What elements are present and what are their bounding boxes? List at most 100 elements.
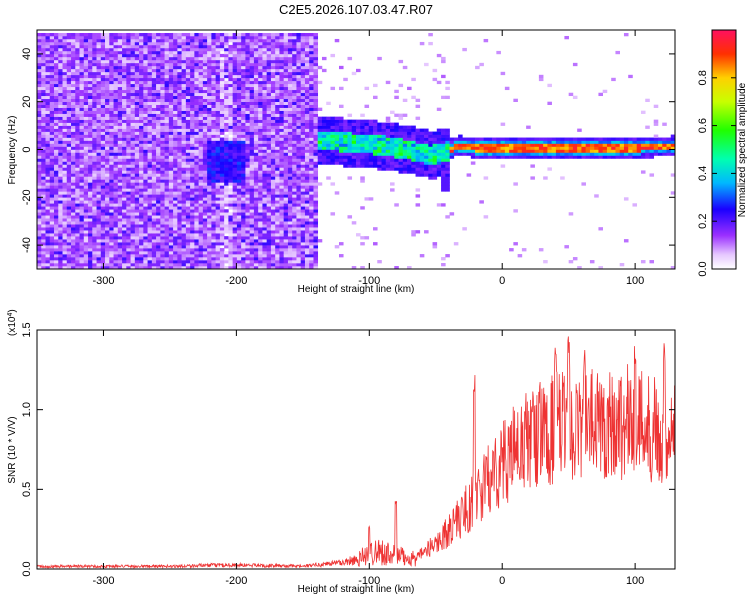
spectrogram-cell bbox=[228, 221, 233, 225]
spectrogram-cell bbox=[122, 176, 127, 180]
spectrogram-cell bbox=[304, 179, 310, 183]
spectrogram-cell bbox=[109, 71, 114, 76]
spectrogram-cell bbox=[219, 185, 225, 189]
spectrogram-cell bbox=[71, 83, 76, 88]
spectrogram-cell bbox=[258, 95, 263, 100]
spectrogram-cell bbox=[88, 53, 93, 58]
spectrogram-cell bbox=[207, 251, 212, 255]
spectrogram-cell bbox=[296, 257, 301, 261]
spectrogram-cell bbox=[160, 263, 165, 267]
spectrogram-cell bbox=[156, 71, 161, 76]
spectrogram-cell bbox=[262, 32, 267, 37]
spectrogram-cell bbox=[266, 143, 272, 147]
spectrogram-cell bbox=[134, 113, 140, 117]
spectrogram-cell bbox=[75, 206, 80, 210]
spectrogram-cell bbox=[109, 41, 114, 46]
spectrogram-cell bbox=[283, 98, 289, 102]
spectrogram-cell bbox=[147, 140, 153, 144]
spectrogram-cell bbox=[266, 110, 272, 114]
spectrogram-cell bbox=[105, 38, 110, 43]
spectrogram-cell bbox=[79, 254, 85, 258]
spectrogram-cell bbox=[300, 173, 306, 177]
spectrogram-cell bbox=[224, 164, 229, 168]
spectrogram-cell bbox=[151, 155, 157, 159]
spectrogram-cell bbox=[54, 203, 59, 207]
spectrogram-cell bbox=[292, 254, 297, 258]
spectrogram-cell bbox=[228, 80, 233, 85]
spectrogram-cell bbox=[236, 107, 242, 111]
spectrogram-cell bbox=[236, 239, 242, 243]
spectrogram-cell bbox=[134, 92, 140, 97]
spectrogram-cell bbox=[236, 260, 242, 264]
spectrogram-cell bbox=[224, 185, 229, 189]
spectrogram-cell bbox=[207, 212, 212, 216]
spectrogram-cell bbox=[92, 224, 97, 228]
spectrogram-cell bbox=[181, 92, 187, 97]
spectrogram-cell bbox=[37, 44, 42, 49]
spectrogram-cell bbox=[224, 35, 229, 40]
spectrogram-cell bbox=[41, 92, 46, 97]
spectrogram-cell bbox=[71, 230, 76, 234]
spectrogram-cell bbox=[279, 209, 284, 213]
spectrogram-cell bbox=[177, 266, 182, 269]
spectrogram-cell bbox=[160, 35, 165, 40]
spectrogram-cell bbox=[173, 179, 178, 183]
spectrogram-cell bbox=[54, 221, 59, 225]
spectrogram-cell bbox=[232, 221, 238, 225]
spectrogram-cell bbox=[279, 227, 284, 231]
spectrogram-cell bbox=[113, 254, 119, 258]
spectrogram-cell bbox=[143, 80, 148, 85]
spectrogram-cell bbox=[71, 179, 76, 183]
spectrogram-cell bbox=[143, 248, 148, 252]
spectrogram-cell bbox=[190, 266, 195, 269]
spectrogram-cell bbox=[160, 254, 165, 258]
spectrogram-cell bbox=[126, 38, 131, 43]
spectrogram-cell bbox=[194, 65, 199, 70]
spectrogram-cell bbox=[122, 68, 127, 73]
spectrogram-cell bbox=[58, 137, 63, 141]
spectrogram-cell bbox=[100, 239, 106, 243]
spectrogram-cell bbox=[75, 101, 80, 105]
spectrogram-cell bbox=[211, 113, 216, 117]
spectrogram-cell bbox=[139, 56, 144, 61]
spectrogram-cell bbox=[198, 125, 204, 129]
spectrogram-cell bbox=[130, 152, 136, 156]
spectrogram-cell bbox=[92, 161, 97, 165]
spectrogram-cell bbox=[181, 266, 187, 269]
spectrogram-cell bbox=[262, 179, 267, 183]
spectrogram-cell bbox=[160, 188, 165, 192]
spectrogram-cell bbox=[75, 191, 80, 195]
spectrogram-cell bbox=[75, 242, 80, 246]
spectrogram-cell bbox=[177, 59, 182, 64]
spectrogram-cell bbox=[215, 77, 221, 82]
spectrogram-cell bbox=[100, 167, 106, 171]
spectrogram-cell bbox=[66, 65, 72, 70]
spectrogram-cell bbox=[219, 95, 225, 100]
spectrogram-cell bbox=[296, 206, 301, 210]
spectrogram-cell bbox=[249, 80, 255, 85]
spectrogram-cell bbox=[232, 179, 238, 183]
spectrogram-cell bbox=[198, 191, 204, 195]
spectrogram-cell bbox=[109, 32, 114, 37]
spectrogram-cell bbox=[164, 140, 170, 144]
spectrogram-cell bbox=[156, 116, 161, 120]
spectrogram-cell bbox=[100, 104, 106, 108]
spectrogram-cell bbox=[41, 119, 46, 123]
spectrogram-cell bbox=[266, 50, 272, 55]
spectrogram-cell bbox=[126, 236, 131, 240]
spectrogram-cell bbox=[62, 257, 68, 261]
spectrogram-cell bbox=[164, 260, 170, 264]
spectrogram-cell bbox=[75, 125, 80, 129]
spectrogram-cell bbox=[37, 38, 42, 43]
spectrogram-cell bbox=[241, 263, 246, 267]
spectrogram-cell bbox=[228, 119, 233, 123]
spectrogram-cell bbox=[198, 119, 204, 123]
spectrogram-cell bbox=[181, 71, 187, 76]
spectrogram-cell bbox=[130, 62, 136, 67]
spectrogram-cell bbox=[62, 218, 68, 222]
spectrogram-cell bbox=[130, 80, 136, 85]
spectrogram-cell bbox=[253, 242, 259, 246]
spectrogram-cell bbox=[177, 263, 182, 267]
spectrogram-cell bbox=[151, 233, 157, 237]
spectrogram-cell bbox=[219, 80, 225, 85]
